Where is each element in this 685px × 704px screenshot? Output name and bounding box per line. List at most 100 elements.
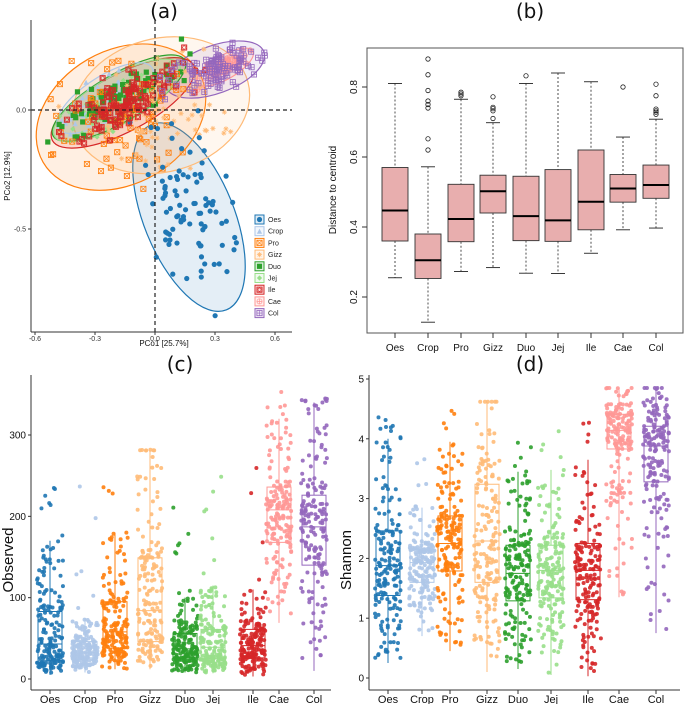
data-point — [613, 408, 618, 413]
data-point — [210, 536, 215, 541]
data-point — [286, 540, 291, 545]
point-gizz — [171, 118, 177, 124]
data-point — [321, 610, 326, 615]
data-point — [104, 606, 109, 611]
data-point — [398, 565, 403, 570]
data-point — [48, 610, 53, 615]
data-point — [243, 665, 248, 670]
data-point — [481, 578, 486, 583]
data-point — [418, 551, 423, 556]
data-point — [412, 569, 417, 574]
legend-item-duo: Duo — [254, 261, 281, 272]
legend-item-ile: Ile — [254, 284, 276, 295]
data-point — [43, 589, 48, 594]
data-point — [620, 478, 625, 483]
data-point — [379, 557, 384, 562]
point-oes — [162, 185, 168, 192]
point-pro — [83, 160, 90, 167]
data-point — [508, 609, 513, 614]
data-point — [524, 501, 529, 506]
data-point — [299, 481, 304, 486]
data-point — [312, 561, 317, 566]
data-point — [440, 490, 445, 495]
data-point — [474, 527, 479, 532]
data-point — [437, 447, 442, 452]
data-point — [518, 620, 523, 625]
data-point — [457, 578, 462, 583]
data-point — [110, 599, 115, 604]
data-point — [591, 542, 596, 547]
data-point — [43, 643, 48, 648]
data-point — [254, 465, 259, 470]
data-point — [101, 604, 106, 609]
data-point — [82, 657, 87, 662]
data-point — [579, 611, 584, 616]
data-point — [272, 537, 277, 542]
data-point — [662, 416, 667, 421]
point-duo — [80, 119, 86, 125]
point-gizz — [221, 109, 227, 115]
b-xtick-label: Col — [648, 343, 663, 354]
data-point — [486, 463, 491, 468]
data-point — [522, 620, 527, 625]
data-point — [144, 612, 149, 617]
data-point — [415, 461, 420, 466]
data-point — [286, 504, 291, 509]
data-point — [171, 642, 176, 647]
data-point — [421, 573, 426, 578]
data-point — [428, 560, 433, 565]
a-xtick-label: 0.6 — [270, 336, 280, 343]
data-point — [170, 662, 175, 667]
data-point — [573, 565, 578, 570]
data-point — [646, 475, 651, 480]
data-point — [159, 465, 164, 470]
data-point — [408, 548, 413, 553]
data-point — [560, 473, 565, 478]
point-oes — [154, 125, 161, 132]
data-point — [546, 670, 551, 675]
point-crop — [83, 79, 89, 85]
data-point — [277, 487, 282, 492]
data-point — [301, 478, 306, 483]
outlier — [653, 81, 659, 87]
data-point — [155, 525, 160, 530]
data-point — [304, 557, 309, 562]
data-point — [142, 585, 147, 590]
data-point — [101, 645, 106, 650]
data-point — [588, 625, 593, 630]
data-point — [374, 440, 379, 445]
data-point — [376, 415, 381, 420]
data-point — [191, 607, 196, 612]
data-point — [385, 597, 390, 602]
data-point — [458, 537, 463, 542]
data-point — [659, 516, 664, 521]
data-point — [244, 601, 249, 606]
data-point — [155, 490, 160, 495]
data-point — [475, 482, 480, 487]
data-point — [272, 526, 277, 531]
data-point — [241, 648, 246, 653]
data-point — [287, 492, 292, 497]
data-point — [142, 608, 147, 613]
data-point — [312, 555, 317, 560]
point-gizz — [141, 112, 147, 118]
data-point — [58, 573, 63, 578]
data-point — [546, 529, 551, 534]
data-point — [39, 660, 44, 665]
point-oes — [198, 268, 204, 274]
data-point — [656, 531, 661, 536]
data-point — [324, 456, 329, 461]
data-point — [252, 666, 257, 671]
data-point — [261, 672, 266, 677]
data-point — [496, 500, 501, 505]
data-point — [311, 499, 316, 504]
data-point — [300, 538, 305, 543]
data-point — [207, 639, 212, 644]
data-point — [661, 534, 666, 539]
data-point — [136, 607, 141, 612]
data-point — [272, 498, 277, 503]
data-point — [495, 646, 500, 651]
data-point — [507, 548, 512, 553]
data-point — [582, 622, 587, 627]
point-oes — [174, 176, 181, 183]
